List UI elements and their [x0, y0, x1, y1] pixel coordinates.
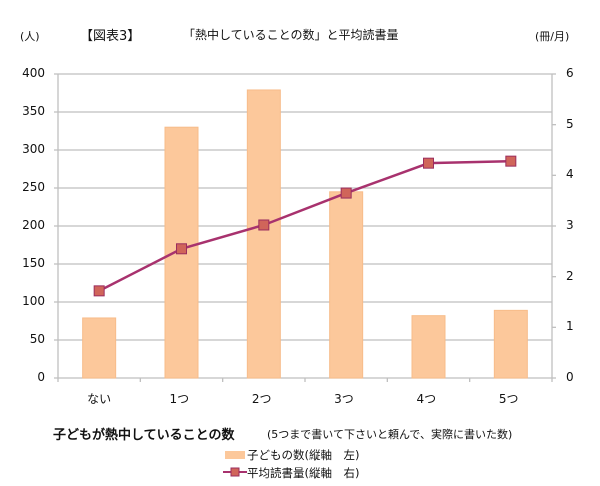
category-label: 1つ [169, 392, 190, 406]
left-tick-label: 300 [22, 142, 45, 156]
bar [246, 89, 281, 379]
left-tick-label: 200 [22, 218, 45, 232]
bar [82, 317, 117, 379]
bar [493, 309, 528, 379]
right-tick-label: 2 [566, 268, 574, 283]
left-tick-label: 250 [22, 180, 45, 194]
right-tick-label: 0 [566, 370, 574, 384]
legend-bar-swatch [225, 451, 245, 459]
left-axis-unit: (人) [20, 30, 40, 43]
chart-title: 「熱中していることの数」と平均読書量 [183, 28, 399, 42]
category-label: 5つ [498, 392, 519, 406]
line-marker [505, 155, 517, 167]
right-tick-label: 3 [566, 218, 574, 232]
line-marker [340, 187, 352, 199]
reading-line [98, 159, 511, 292]
right-tick-label: 4 [566, 167, 574, 182]
left-tick-label: 0 [37, 370, 45, 384]
category-label: 4つ [416, 392, 437, 406]
category-label: 2つ [251, 392, 272, 406]
legend: 子どもの数(縦軸 左) 平均読書量(縦軸 右) [223, 447, 425, 483]
line-marker [93, 285, 105, 297]
category-label: ない [87, 392, 112, 406]
left-tick-label: 150 [22, 256, 45, 270]
category-label: 3つ [334, 392, 354, 406]
legend-bar-label: 子どもの数(縦軸 左) [247, 448, 360, 462]
left-tick-label: 400 [22, 66, 45, 80]
legend-line-swatch [223, 467, 247, 477]
right-tick-label: 6 [566, 66, 574, 80]
right-axis-unit: (冊/月) [535, 30, 570, 43]
bar [411, 315, 446, 379]
bar [329, 191, 364, 379]
x-axis-title: 子どもが熱中していることの数 [53, 428, 235, 443]
legend-line-label: 平均読書量(縦軸 右) [247, 466, 360, 480]
line-marker [258, 219, 270, 231]
right-tick-label: 5 [566, 116, 574, 131]
right-tick-label: 1 [566, 319, 574, 334]
line-marker [423, 157, 434, 169]
left-tick-label: 50 [29, 332, 45, 346]
figure-label: 【図表3】 [80, 29, 141, 44]
left-tick-label: 350 [22, 104, 45, 118]
line-marker [176, 243, 187, 255]
left-tick-label: 100 [22, 294, 45, 308]
x-axis-note: (5つまで書いて下さいと頼んで、実際に書いた数) [267, 428, 513, 441]
